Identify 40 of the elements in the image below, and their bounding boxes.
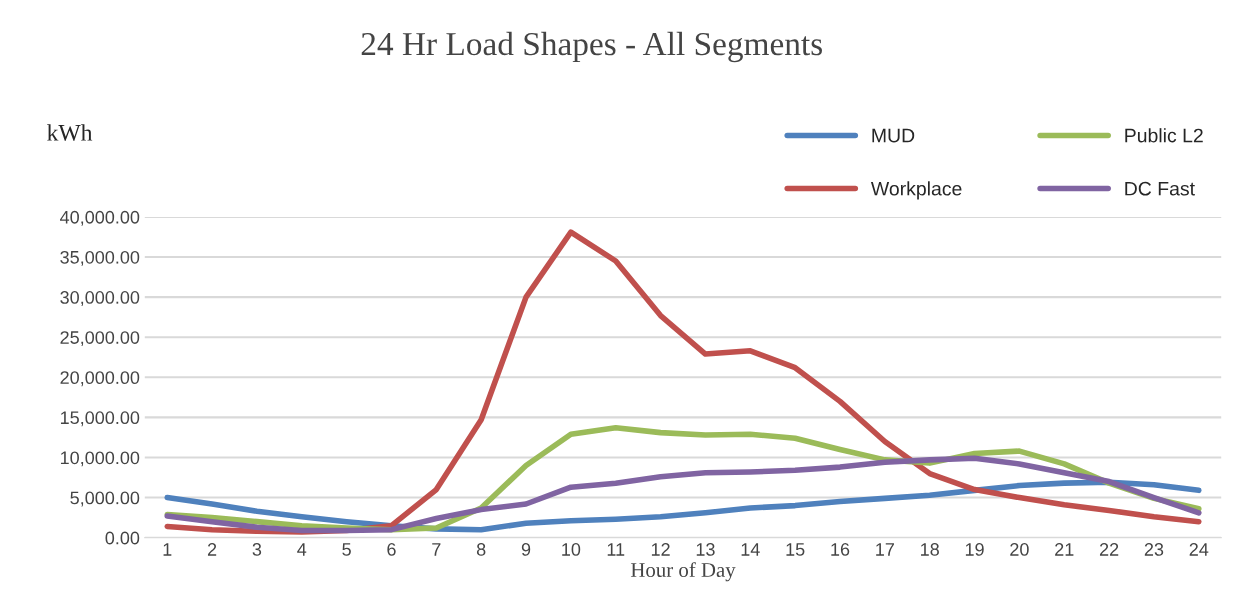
x-tick-label: 24 xyxy=(1189,543,1209,556)
y-tick-label: 35,000.00 xyxy=(60,250,140,266)
x-tick-label: 9 xyxy=(521,543,531,556)
x-tick-label: 6 xyxy=(387,543,396,556)
x-tick-label: 16 xyxy=(831,543,850,556)
y-tick-label: 20,000.00 xyxy=(60,371,140,387)
x-tick-label: 3 xyxy=(252,543,262,556)
x-tick-label: 21 xyxy=(1055,543,1074,556)
y-tick-label: 5,000.00 xyxy=(70,491,140,507)
x-tick-label: 10 xyxy=(562,543,581,556)
y-axis-title: kWh xyxy=(47,124,93,141)
y-tick-label: 0.00 xyxy=(105,531,140,545)
x-tick-label: 22 xyxy=(1099,543,1119,556)
x-tick-label: 15 xyxy=(786,543,805,556)
legend-label: MUD xyxy=(872,128,915,143)
x-axis-title: Hour of Day xyxy=(630,562,736,582)
x-tick-label: 18 xyxy=(921,543,939,556)
x-tick-label: 4 xyxy=(297,543,307,556)
legend-label: DC Fast xyxy=(1125,181,1195,196)
y-tick-label: 40,000.00 xyxy=(60,210,140,226)
x-tick-label: 19 xyxy=(965,543,984,556)
x-tick-label: 23 xyxy=(1144,543,1164,556)
chart-title: 24 Hr Load Shapes - All Segments xyxy=(361,31,822,63)
y-tick-label: 30,000.00 xyxy=(60,291,140,306)
x-tick-label: 17 xyxy=(876,543,894,556)
y-tick-label: 10,000.00 xyxy=(60,451,140,467)
x-tick-label: 20 xyxy=(1010,543,1029,556)
x-tick-label: 7 xyxy=(432,543,441,556)
y-tick-label: 25,000.00 xyxy=(60,331,140,347)
x-tick-label: 12 xyxy=(651,543,670,556)
x-tick-label: 8 xyxy=(476,543,486,556)
x-tick-label: 13 xyxy=(696,543,715,556)
x-tick-label: 11 xyxy=(607,543,625,556)
x-tick-label: 14 xyxy=(741,543,760,556)
x-tick-label: 2 xyxy=(207,543,217,556)
y-tick-label: 15,000.00 xyxy=(60,411,140,427)
x-tick-label: 1 xyxy=(163,543,172,556)
legend-label: Public L2 xyxy=(1125,128,1203,143)
legend-label: Workplace xyxy=(870,181,962,200)
x-tick-label: 5 xyxy=(342,543,351,556)
